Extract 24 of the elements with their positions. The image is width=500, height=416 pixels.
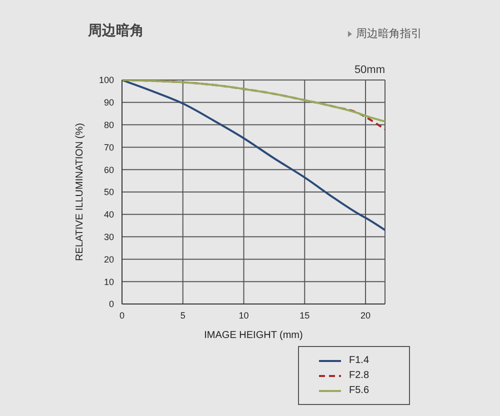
y-tick-label: 20 (104, 254, 114, 264)
legend-label: F2.8 (349, 370, 370, 381)
x-axis-title: IMAGE HEIGHT (mm) (204, 330, 303, 341)
chart-subtitle: 周边暗角指引 (356, 26, 422, 41)
text: 50mm (354, 64, 385, 76)
x-tick-label: 15 (300, 310, 310, 320)
y-tick-label: 80 (104, 120, 114, 130)
y-tick-label: 0 (108, 299, 114, 310)
x-tick-label: 0 (119, 310, 125, 320)
y-tick-label: 10 (104, 276, 114, 287)
y-tick-label: 60 (104, 164, 114, 175)
y-tick-label: 90 (104, 98, 114, 108)
x-tick-label: 10 (238, 310, 249, 320)
legend-label: F1.4 (349, 355, 370, 366)
x-tick-label: 5 (180, 310, 186, 320)
y-tick-label: 70 (104, 142, 114, 152)
y-tick-label: 50 (104, 187, 114, 198)
legend-label: F5.6 (349, 385, 370, 396)
chart-title: 周边暗角 (88, 22, 144, 40)
y-tick-label: 30 (104, 232, 114, 242)
x-tick-label: 20 (360, 310, 371, 320)
y-axis-title: RELATIVE ILLUMINATION (%) (74, 123, 86, 261)
y-tick-label: 40 (104, 210, 114, 220)
y-tick-label: 100 (98, 75, 114, 86)
